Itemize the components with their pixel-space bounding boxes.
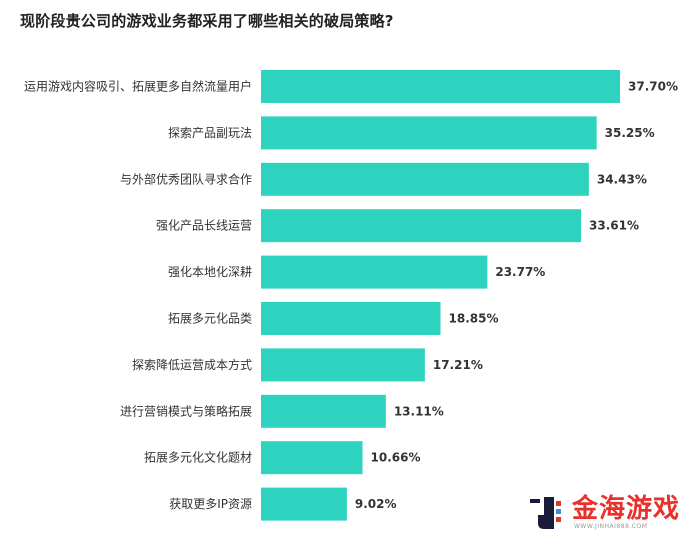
category-label-5: 强化本地化深耕 — [168, 264, 252, 279]
value-label-4: 33.61% — [589, 219, 639, 233]
watermark-subtext: WWW.JINHAI888.COM — [574, 522, 648, 530]
bar-3 — [261, 162, 589, 196]
brand-logo-icon — [530, 496, 561, 529]
watermark-text: 金海游戏 — [572, 493, 681, 524]
bar-8 — [261, 394, 386, 428]
bar-5 — [261, 255, 488, 289]
bar-6 — [261, 302, 441, 335]
category-label-1: 运用游戏内容吸引、拓展更多自然流量用户 — [24, 79, 252, 94]
value-label-3: 34.43% — [597, 172, 647, 186]
category-label-9: 拓展多元化文化题材 — [144, 450, 252, 465]
category-label-7: 探索降低运营成本方式 — [132, 357, 252, 372]
value-label-1: 37.70% — [628, 80, 678, 94]
category-label-4: 强化产品长线运营 — [156, 219, 252, 233]
value-label-2: 35.25% — [605, 126, 655, 140]
value-label-6: 18.85% — [449, 312, 499, 326]
value-label-7: 17.21% — [433, 358, 483, 372]
bar-10 — [261, 487, 347, 521]
value-label-5: 23.77% — [495, 265, 545, 279]
bar-9 — [261, 441, 363, 475]
bar-2 — [261, 116, 597, 150]
bar-4 — [261, 209, 582, 243]
category-label-8: 进行营销模式与策略拓展 — [120, 403, 252, 418]
watermark: 金海游戏 WWW.JINHAI888.COM — [500, 488, 700, 537]
category-label-10: 获取更多IP资源 — [169, 497, 252, 511]
chart-title: 现阶段贵公司的游戏业务都采用了哪些相关的破局策略? — [20, 12, 394, 30]
value-label-9: 10.66% — [371, 451, 421, 465]
category-label-6: 拓展多元化品类 — [168, 312, 252, 326]
bar-1 — [261, 70, 620, 103]
value-label-10: 9.02% — [355, 497, 397, 511]
category-label-3: 与外部优秀团队寻求合作 — [120, 171, 252, 186]
value-label-8: 13.11% — [394, 404, 444, 418]
category-label-2: 探索产品副玩法 — [168, 126, 252, 140]
bar-7 — [261, 348, 425, 382]
